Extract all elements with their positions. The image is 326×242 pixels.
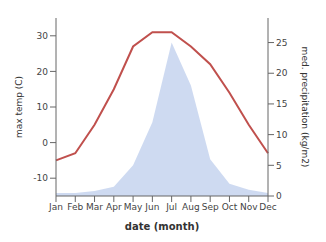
svg-text:Apr: Apr bbox=[106, 202, 122, 212]
svg-text:Dec: Dec bbox=[259, 202, 276, 212]
svg-text:Oct: Oct bbox=[222, 202, 238, 212]
svg-text:date (month): date (month) bbox=[125, 221, 199, 232]
svg-text:20: 20 bbox=[276, 68, 288, 78]
svg-text:Sep: Sep bbox=[202, 202, 219, 212]
svg-text:0: 0 bbox=[276, 191, 282, 201]
svg-text:15: 15 bbox=[276, 99, 287, 109]
svg-text:May: May bbox=[124, 202, 143, 212]
svg-text:0: 0 bbox=[42, 138, 48, 148]
svg-text:Jul: Jul bbox=[165, 202, 177, 212]
svg-text:25: 25 bbox=[276, 38, 287, 48]
svg-text:Aug: Aug bbox=[182, 202, 200, 212]
svg-text:Feb: Feb bbox=[67, 202, 83, 212]
svg-text:5: 5 bbox=[276, 161, 282, 171]
svg-text:-10: -10 bbox=[33, 173, 48, 183]
svg-text:max temp (C): max temp (C) bbox=[14, 76, 24, 138]
svg-text:Mar: Mar bbox=[86, 202, 103, 212]
svg-text:Jan: Jan bbox=[48, 202, 63, 212]
svg-text:30: 30 bbox=[37, 31, 49, 41]
svg-text:20: 20 bbox=[37, 67, 49, 77]
svg-text:Nov: Nov bbox=[240, 202, 258, 212]
svg-text:Jun: Jun bbox=[144, 202, 159, 212]
svg-text:med. precipitation (kg/m2): med. precipitation (kg/m2) bbox=[300, 47, 310, 168]
svg-text:10: 10 bbox=[276, 130, 288, 140]
svg-text:10: 10 bbox=[37, 102, 49, 112]
